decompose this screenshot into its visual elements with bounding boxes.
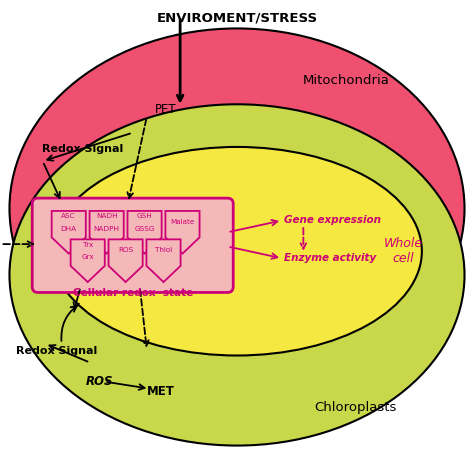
Text: ENVIROMENT/STRESS: ENVIROMENT/STRESS (156, 12, 318, 25)
Text: ASC: ASC (62, 213, 76, 219)
Text: Mitochondria: Mitochondria (302, 74, 390, 87)
Ellipse shape (9, 28, 465, 389)
Polygon shape (109, 239, 143, 282)
Text: GSSG: GSSG (134, 226, 155, 232)
Text: DHA: DHA (61, 226, 77, 232)
Text: Chloroplasts: Chloroplasts (314, 401, 397, 414)
Text: Whole
cell: Whole cell (383, 237, 422, 265)
Text: NADPH: NADPH (94, 226, 119, 232)
Ellipse shape (52, 147, 422, 356)
Text: Redox Signal: Redox Signal (16, 346, 98, 356)
Text: Grx: Grx (82, 254, 94, 260)
Polygon shape (165, 211, 200, 254)
Ellipse shape (9, 104, 465, 446)
FancyBboxPatch shape (32, 198, 233, 292)
Text: ROS: ROS (86, 375, 113, 388)
Text: ROS: ROS (118, 247, 133, 254)
Text: Trx: Trx (82, 242, 93, 248)
Polygon shape (90, 211, 124, 254)
Text: Redox Signal: Redox Signal (42, 144, 124, 155)
Polygon shape (52, 211, 86, 254)
Text: GSH: GSH (137, 213, 153, 219)
Polygon shape (128, 211, 162, 254)
Text: Malate: Malate (170, 219, 195, 225)
Text: NADH: NADH (96, 213, 118, 219)
Text: Cellular redox  state: Cellular redox state (73, 288, 193, 298)
Text: Thiol: Thiol (155, 247, 172, 254)
Polygon shape (71, 239, 105, 282)
Text: PET: PET (155, 103, 177, 116)
Polygon shape (146, 239, 181, 282)
Text: MET: MET (147, 384, 175, 398)
Text: Gene expression: Gene expression (284, 215, 382, 226)
Text: Enzyme activity: Enzyme activity (284, 253, 377, 264)
